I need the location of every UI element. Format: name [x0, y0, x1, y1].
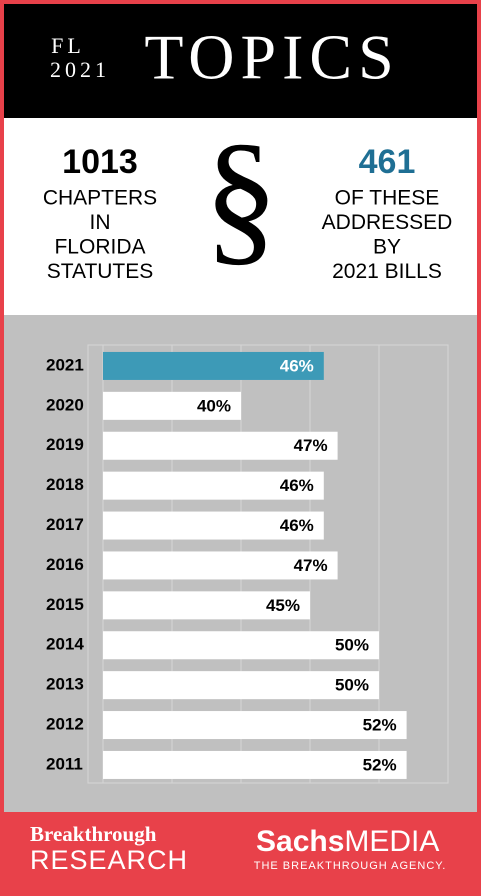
category-label: 2015 — [46, 595, 84, 614]
left-number: 1013 — [62, 143, 138, 181]
brand-right-bold: Sachs — [256, 825, 344, 858]
brand-right: SachsMEDIA — [256, 825, 439, 858]
category-label: 2021 — [46, 355, 84, 374]
brand-left-top: Breakthrough — [30, 822, 157, 846]
bar — [103, 551, 338, 580]
brand-right-light: MEDIA — [344, 825, 439, 858]
bar — [103, 391, 241, 420]
bar — [103, 711, 407, 740]
bar — [103, 431, 338, 460]
category-label: 2013 — [46, 675, 84, 694]
category-label: 2012 — [46, 715, 84, 734]
value-label: 46% — [280, 516, 314, 535]
category-label: 2017 — [46, 515, 84, 534]
left-caption: FLORIDA — [54, 236, 145, 259]
value-label: 50% — [335, 636, 369, 655]
right-caption: OF THESE — [335, 187, 440, 210]
bar — [103, 631, 379, 660]
section-symbol: § — [204, 113, 279, 279]
left-caption: IN — [90, 211, 111, 234]
bar-chart: 2021 46% 2020 40% 2019 47% 2018 46% 2017 46% 2016 4… — [46, 345, 449, 783]
value-label: 52% — [363, 755, 397, 774]
brand-left-bottom: RESEARCH — [30, 845, 188, 875]
right-caption: ADDRESSED — [322, 211, 453, 234]
category-label: 2014 — [46, 635, 84, 654]
header-year: 2021 — [50, 57, 110, 82]
category-label: 2019 — [46, 435, 84, 454]
value-label: 47% — [294, 556, 328, 575]
right-number: 461 — [359, 143, 416, 181]
value-label: 40% — [197, 396, 231, 415]
brand-tagline: THE BREAKTHROUGH AGENCY. — [254, 860, 447, 872]
value-label: 47% — [294, 436, 328, 455]
category-label: 2020 — [46, 395, 84, 414]
category-label: 2011 — [46, 754, 83, 773]
bar — [103, 511, 324, 540]
bar — [103, 471, 324, 500]
bar — [103, 671, 379, 700]
value-label: 46% — [280, 476, 314, 495]
right-caption: 2021 BILLS — [332, 260, 442, 283]
bar — [103, 750, 407, 779]
value-label: 52% — [363, 716, 397, 735]
right-caption: BY — [373, 236, 401, 259]
header-title: TOPICS — [144, 22, 399, 93]
left-caption: STATUTES — [47, 260, 154, 283]
bar — [103, 591, 310, 620]
value-label: 50% — [335, 676, 369, 695]
bar — [103, 351, 324, 380]
value-label: 45% — [266, 596, 300, 615]
stats-bg — [4, 118, 477, 315]
left-caption: CHAPTERS — [43, 187, 157, 210]
category-label: 2018 — [46, 475, 84, 494]
category-label: 2016 — [46, 555, 84, 574]
header-bg — [4, 4, 477, 118]
value-label: 46% — [280, 356, 314, 375]
header-state: FL — [51, 33, 85, 58]
